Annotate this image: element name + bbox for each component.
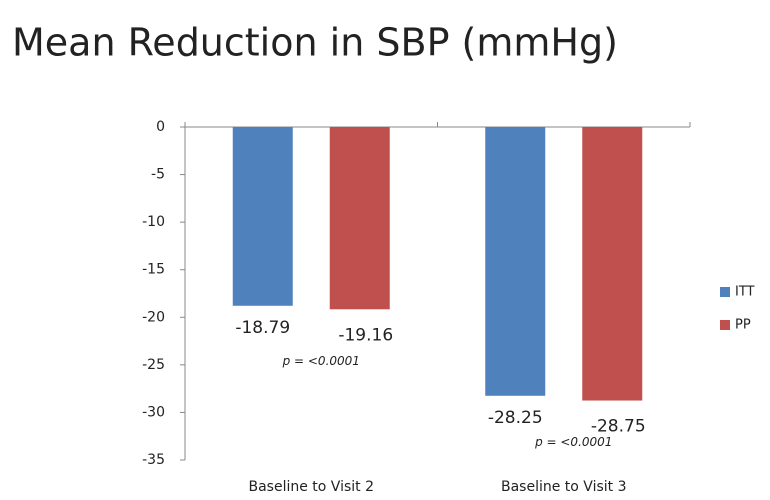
- value-label: -18.79: [235, 318, 290, 338]
- y-tick-label: 0: [156, 119, 165, 135]
- y-tick-label: -20: [142, 309, 165, 325]
- bar: [582, 127, 643, 401]
- legend-label: PP: [735, 318, 751, 333]
- y-tick-label: -10: [142, 214, 165, 230]
- chart-title: Mean Reduction in SBP (mmHg): [12, 21, 618, 65]
- y-tick-label: -35: [142, 452, 165, 468]
- x-tick-label: Baseline to Visit 2: [248, 479, 374, 495]
- bar: [329, 127, 390, 310]
- legend-swatch: [720, 320, 730, 330]
- value-label: -28.25: [488, 408, 543, 428]
- y-tick-label: -5: [151, 167, 165, 183]
- y-tick-label: -15: [142, 262, 165, 278]
- y-tick-label: -30: [142, 404, 165, 420]
- value-label: -19.16: [338, 325, 393, 345]
- legend-swatch: [720, 287, 730, 297]
- x-tick-label: Baseline to Visit 3: [501, 479, 627, 495]
- bar: [232, 127, 293, 306]
- annotation: p = <0.0001: [534, 435, 612, 449]
- bar: [485, 127, 546, 396]
- legend-label: ITT: [735, 285, 755, 300]
- y-tick-label: -25: [142, 357, 165, 373]
- annotation: p = <0.0001: [282, 354, 360, 368]
- value-label: -28.75: [591, 417, 646, 437]
